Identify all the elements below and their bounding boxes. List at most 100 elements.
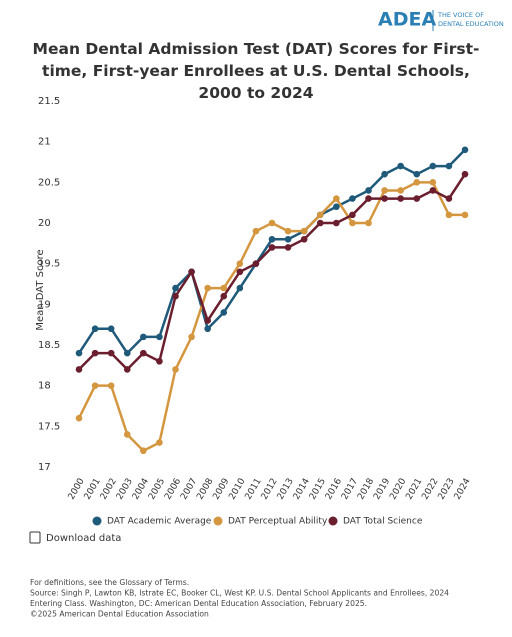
- data-point: [316, 211, 324, 219]
- data-point: [75, 366, 83, 373]
- data-point: [381, 187, 388, 194]
- y-tick-label: 20.5: [38, 177, 60, 188]
- y-tick-label: 18: [38, 381, 51, 392]
- logo-tagline: THE VOICE OF: [437, 11, 484, 19]
- data-point: [188, 268, 195, 276]
- data-point: [268, 219, 276, 227]
- data-point: [156, 439, 163, 446]
- data-point: [140, 333, 147, 341]
- data-point: [429, 179, 437, 186]
- data-point: [91, 325, 99, 333]
- data-point: [252, 227, 260, 235]
- data-point: [445, 162, 453, 170]
- data-point: [333, 219, 340, 227]
- data-point: [284, 244, 292, 251]
- data-point: [107, 325, 115, 333]
- legend-label: DAT Total Science: [343, 517, 423, 527]
- data-point: [156, 333, 163, 341]
- y-tick-label: 20: [38, 218, 51, 229]
- data-point: [333, 195, 340, 202]
- data-point: [172, 284, 179, 292]
- data-point: [365, 187, 372, 194]
- data-point: [204, 317, 211, 324]
- data-point: [349, 219, 356, 227]
- data-point: [365, 195, 372, 202]
- data-point: [300, 235, 308, 243]
- data-point: [140, 349, 147, 357]
- data-point: [284, 235, 292, 243]
- data-point: [268, 244, 276, 251]
- data-point: [413, 179, 421, 186]
- y-tick-label: 18.5: [38, 340, 60, 351]
- data-point: [236, 268, 244, 276]
- download-icon[interactable]: [29, 531, 41, 544]
- y-tick-label: 21.5: [38, 96, 60, 107]
- download-label[interactable]: Download data: [46, 533, 121, 544]
- legend-label: DAT Perceptual Ability: [228, 517, 328, 527]
- footer-line: Entering Class. Washington, DC: American…: [30, 599, 367, 608]
- data-point: [220, 284, 228, 292]
- data-point: [461, 146, 469, 154]
- data-point: [461, 170, 469, 178]
- data-point: [300, 227, 308, 235]
- series-line: [77, 148, 466, 356]
- data-point: [268, 235, 276, 243]
- footer-line: ©2025 American Dental Education Associat…: [30, 610, 209, 619]
- data-point: [123, 366, 131, 373]
- data-point: [381, 195, 388, 202]
- data-point: [172, 366, 179, 373]
- data-point: [220, 309, 228, 316]
- data-point: [156, 357, 163, 365]
- data-point: [172, 292, 179, 300]
- legend-label: DAT Academic Average: [107, 517, 212, 527]
- y-tick-label: 21: [38, 137, 51, 148]
- data-point: [220, 292, 228, 300]
- data-point: [204, 284, 211, 292]
- data-point: [445, 211, 453, 219]
- footer-line: Source: Singh P, Lawton KB, Istrate EC, …: [30, 589, 449, 598]
- data-point: [91, 382, 99, 389]
- data-point: [236, 260, 244, 267]
- data-point: [91, 349, 99, 357]
- logo: ADEA: [378, 9, 436, 31]
- x-tick-label: 2024: [453, 477, 473, 502]
- y-tick-label: 19: [38, 299, 51, 310]
- data-point: [397, 162, 404, 170]
- data-point: [349, 211, 356, 219]
- data-point: [413, 195, 421, 202]
- logo-tagline: DENTAL EDUCATION: [438, 20, 504, 28]
- series-line: [78, 173, 467, 372]
- download-button[interactable]: Download data: [29, 531, 121, 544]
- data-point: [284, 227, 292, 235]
- chart-title: Mean Dental Admission Test (DAT) Scores …: [32, 40, 480, 102]
- data-point: [316, 219, 324, 227]
- y-tick-label: 17: [38, 462, 51, 473]
- y-tick-label: 17.5: [38, 421, 60, 432]
- data-point: [429, 187, 437, 194]
- data-point: [349, 195, 356, 202]
- data-point: [75, 349, 83, 357]
- data-point: [123, 349, 131, 357]
- data-point: [107, 382, 115, 389]
- data-point: [365, 219, 372, 227]
- data-point: [140, 447, 147, 455]
- data-point: [413, 170, 421, 178]
- data-point: [397, 187, 404, 194]
- data-point: [252, 260, 260, 267]
- data-point: [188, 333, 195, 341]
- y-tick-label: 19.5: [38, 259, 60, 270]
- legend-marker: [213, 516, 223, 526]
- data-point: [333, 203, 340, 211]
- data-point: [445, 195, 453, 202]
- data-point: [204, 325, 211, 333]
- data-point: [429, 162, 437, 170]
- data-point: [397, 195, 404, 202]
- data-point: [107, 349, 115, 357]
- legend-marker: [92, 516, 102, 526]
- legend-marker: [328, 516, 338, 526]
- data-point: [381, 170, 388, 178]
- data-point: [123, 431, 131, 438]
- footer-line: For definitions, see the Glossary of Ter…: [30, 578, 189, 587]
